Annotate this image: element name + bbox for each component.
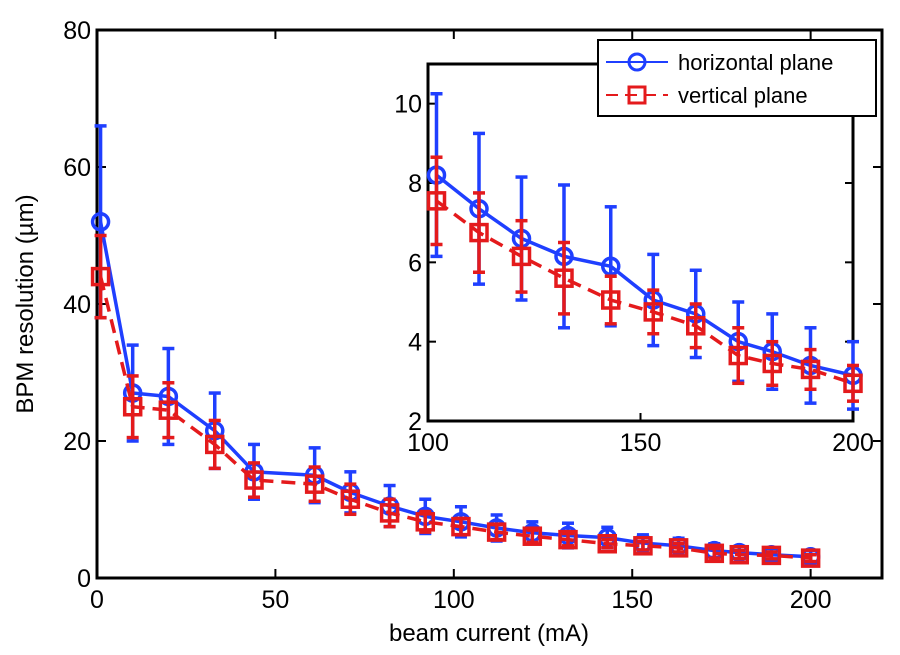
main-point-vertical [704,543,725,564]
inset-series-vertical [426,155,863,403]
main-ytick-label: 40 [63,291,91,319]
inset-point-vertical [426,191,447,211]
inset-series [426,92,863,411]
inset-ytick-label: 8 [408,170,422,198]
main-ytick-label: 80 [63,17,91,45]
main-ytick-label: 20 [63,428,91,456]
legend-horizontal-label: horizontal plane [678,50,833,75]
inset-point-vertical [728,345,748,366]
inset-point-vertical [762,353,782,374]
inset-xtick-label: 100 [407,429,449,457]
legend: horizontal plane vertical plane [597,39,877,117]
main-xtick-label: 0 [90,586,104,614]
main-point-vertical [205,434,225,455]
inset-ytick-label: 10 [394,91,422,119]
inset-ytick-label: 2 [408,408,422,436]
inset-line-vertical [435,199,854,385]
inset-ytick-label: 4 [408,329,422,357]
inset-xtick-label: 200 [832,429,874,457]
main-point-vertical [486,522,507,542]
main-xtick-label: 200 [790,586,832,614]
y-axis-label: BPM resolution (µm) [12,194,39,413]
inset-point-vertical [511,246,532,267]
main-point-vertical [415,512,436,532]
inset-point-vertical [843,373,863,394]
main-point-vertical [244,470,264,490]
x-axis-label: beam current (mA) [389,620,589,647]
main-point-vertical [304,474,325,494]
main-point-vertical [451,516,471,537]
main-point-vertical [800,548,821,568]
main-point-vertical [522,526,543,546]
inset-point-vertical [800,359,821,380]
main-xtick-label: 100 [433,586,475,614]
inset-point-vertical [469,222,489,243]
main-line-vertical [98,276,811,560]
main-xtick-label: 150 [611,586,653,614]
main-point-vertical [761,545,782,566]
main-point-vertical [122,397,143,417]
legend-vertical-label: vertical plane [678,83,808,108]
inset-point-horizontal [601,256,621,277]
inset-xtick-label: 150 [620,429,662,457]
main-point-horizontal [90,212,111,232]
inset-background [428,64,853,421]
inset-point-vertical [601,290,621,310]
legend-vertical-marker [627,85,647,105]
main-point-vertical [729,544,750,565]
main-point-vertical [633,536,653,556]
inset-point-vertical [554,268,574,288]
main-point-vertical [340,489,361,509]
main-ytick-label: 0 [77,565,91,593]
inset-point-vertical [643,302,663,322]
main-ytick-label: 60 [63,154,91,182]
main-point-vertical [90,266,111,287]
main-point-vertical [379,503,400,523]
main-point-vertical [158,400,179,420]
main-point-vertical [597,534,617,554]
main-series-vertical [90,233,821,568]
main-ticks: 0 50 100 150 200 0 20 40 60 80 [63,17,882,614]
main-series [90,124,821,568]
inset-point-vertical [686,316,706,336]
main-point-vertical [668,538,689,558]
legend-horizontal-marker [627,52,647,72]
main-point-vertical [558,529,578,550]
main-xtick-label: 50 [262,586,290,614]
inset-ytick-label: 6 [408,249,422,277]
